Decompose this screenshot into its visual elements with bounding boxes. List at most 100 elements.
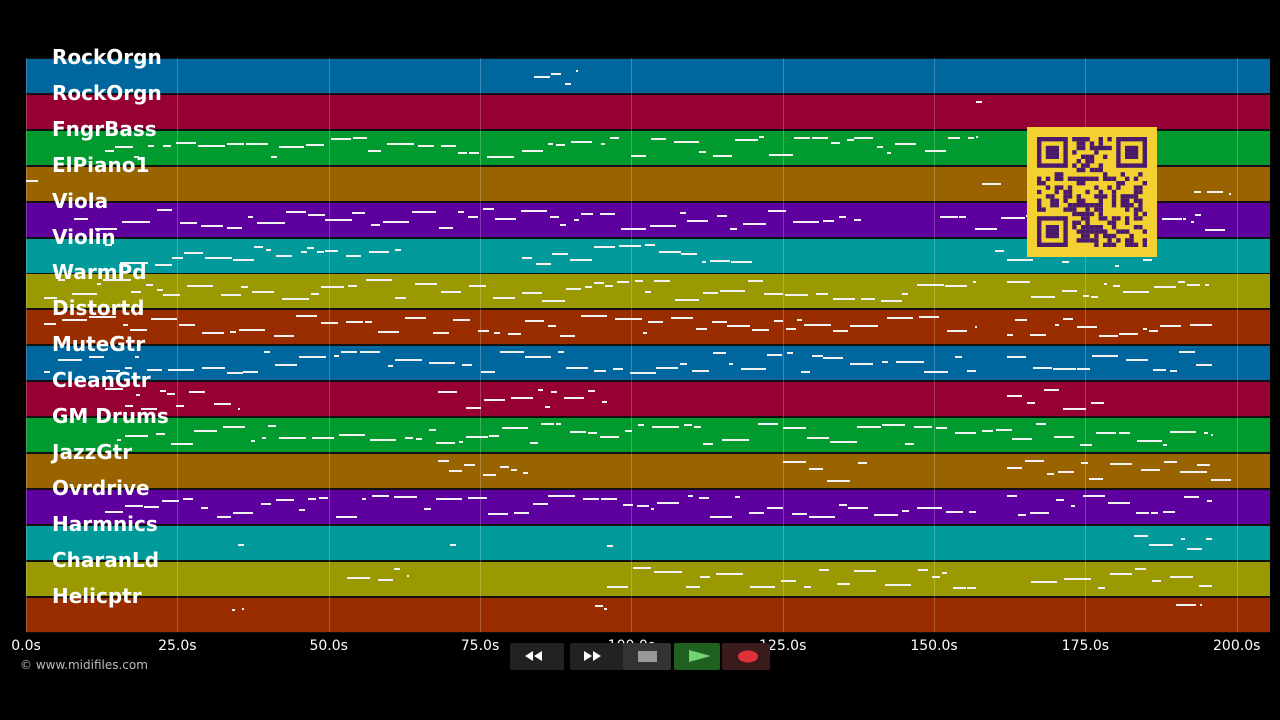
note [261, 437, 267, 439]
record-button[interactable] [722, 643, 770, 670]
note [650, 507, 655, 510]
note [468, 285, 486, 288]
track-lane[interactable] [26, 309, 1270, 346]
grid-line [782, 58, 784, 632]
note [607, 585, 629, 588]
note [876, 145, 883, 148]
note [566, 288, 582, 291]
note [449, 543, 456, 546]
note [729, 227, 738, 230]
track-lane[interactable] [26, 524, 1270, 561]
note [861, 298, 875, 301]
note [787, 352, 794, 355]
note [914, 426, 932, 428]
note [468, 151, 479, 154]
note [974, 227, 997, 230]
note [806, 437, 829, 439]
note [513, 511, 530, 514]
note [955, 356, 963, 359]
note [749, 585, 775, 588]
note [917, 506, 942, 509]
note [429, 429, 436, 431]
note [395, 248, 402, 251]
note [417, 144, 434, 147]
note [201, 332, 225, 335]
track-lane[interactable] [26, 488, 1270, 525]
track-lane[interactable] [26, 58, 1270, 94]
track-lane[interactable] [26, 596, 1270, 633]
note [833, 298, 855, 301]
note [135, 356, 140, 359]
note [716, 214, 727, 217]
track-label: Helicptr [52, 583, 142, 608]
note [952, 586, 966, 589]
note [804, 324, 832, 327]
note [1143, 328, 1148, 331]
note [468, 215, 478, 218]
note [371, 223, 381, 226]
note [847, 506, 869, 509]
note [838, 503, 848, 506]
note [674, 299, 699, 302]
note [1133, 534, 1149, 537]
rewind-button[interactable] [510, 643, 564, 670]
note [241, 286, 248, 289]
note [959, 215, 967, 218]
note [582, 497, 600, 500]
note [104, 243, 113, 246]
note [966, 586, 977, 589]
fast-forward-button[interactable] [570, 643, 624, 670]
note [324, 218, 352, 221]
note [1007, 258, 1033, 261]
note [336, 515, 357, 518]
note [368, 250, 389, 253]
note [171, 443, 194, 445]
note [537, 389, 544, 392]
track-lane[interactable] [26, 381, 1270, 418]
note [486, 155, 514, 158]
note [574, 218, 579, 221]
note [159, 390, 167, 393]
track-lane[interactable] [26, 345, 1270, 382]
note [306, 143, 325, 146]
note [673, 140, 699, 143]
note [994, 249, 1004, 252]
note [1025, 459, 1044, 462]
note [916, 284, 945, 287]
note [712, 154, 733, 157]
note [701, 260, 706, 263]
note [154, 263, 172, 266]
copyright-text: © www.midifiles.com [20, 658, 148, 672]
note [709, 515, 733, 518]
stop-button[interactable] [623, 643, 671, 670]
note [266, 248, 272, 251]
note [1199, 603, 1202, 606]
note [1228, 192, 1231, 195]
track-label: JazzGtr [52, 439, 133, 464]
note [1006, 281, 1030, 284]
note [541, 423, 555, 425]
note [800, 371, 811, 374]
note [493, 297, 516, 300]
note [310, 293, 319, 296]
note [377, 578, 393, 581]
note [370, 439, 397, 441]
note [559, 223, 567, 226]
track-label: Viola [52, 188, 109, 213]
note [104, 510, 123, 513]
note [163, 144, 172, 147]
note [26, 179, 39, 182]
note [1030, 580, 1057, 583]
play-button[interactable] [674, 643, 720, 670]
note [482, 473, 497, 476]
note [264, 351, 270, 354]
note [659, 250, 681, 253]
note [275, 254, 293, 257]
track-lane[interactable] [26, 417, 1270, 453]
note [647, 321, 663, 324]
track-lane[interactable] [26, 93, 1270, 130]
note [1181, 537, 1186, 540]
note [436, 497, 463, 500]
note [74, 217, 89, 220]
track-lane[interactable] [26, 452, 1270, 489]
